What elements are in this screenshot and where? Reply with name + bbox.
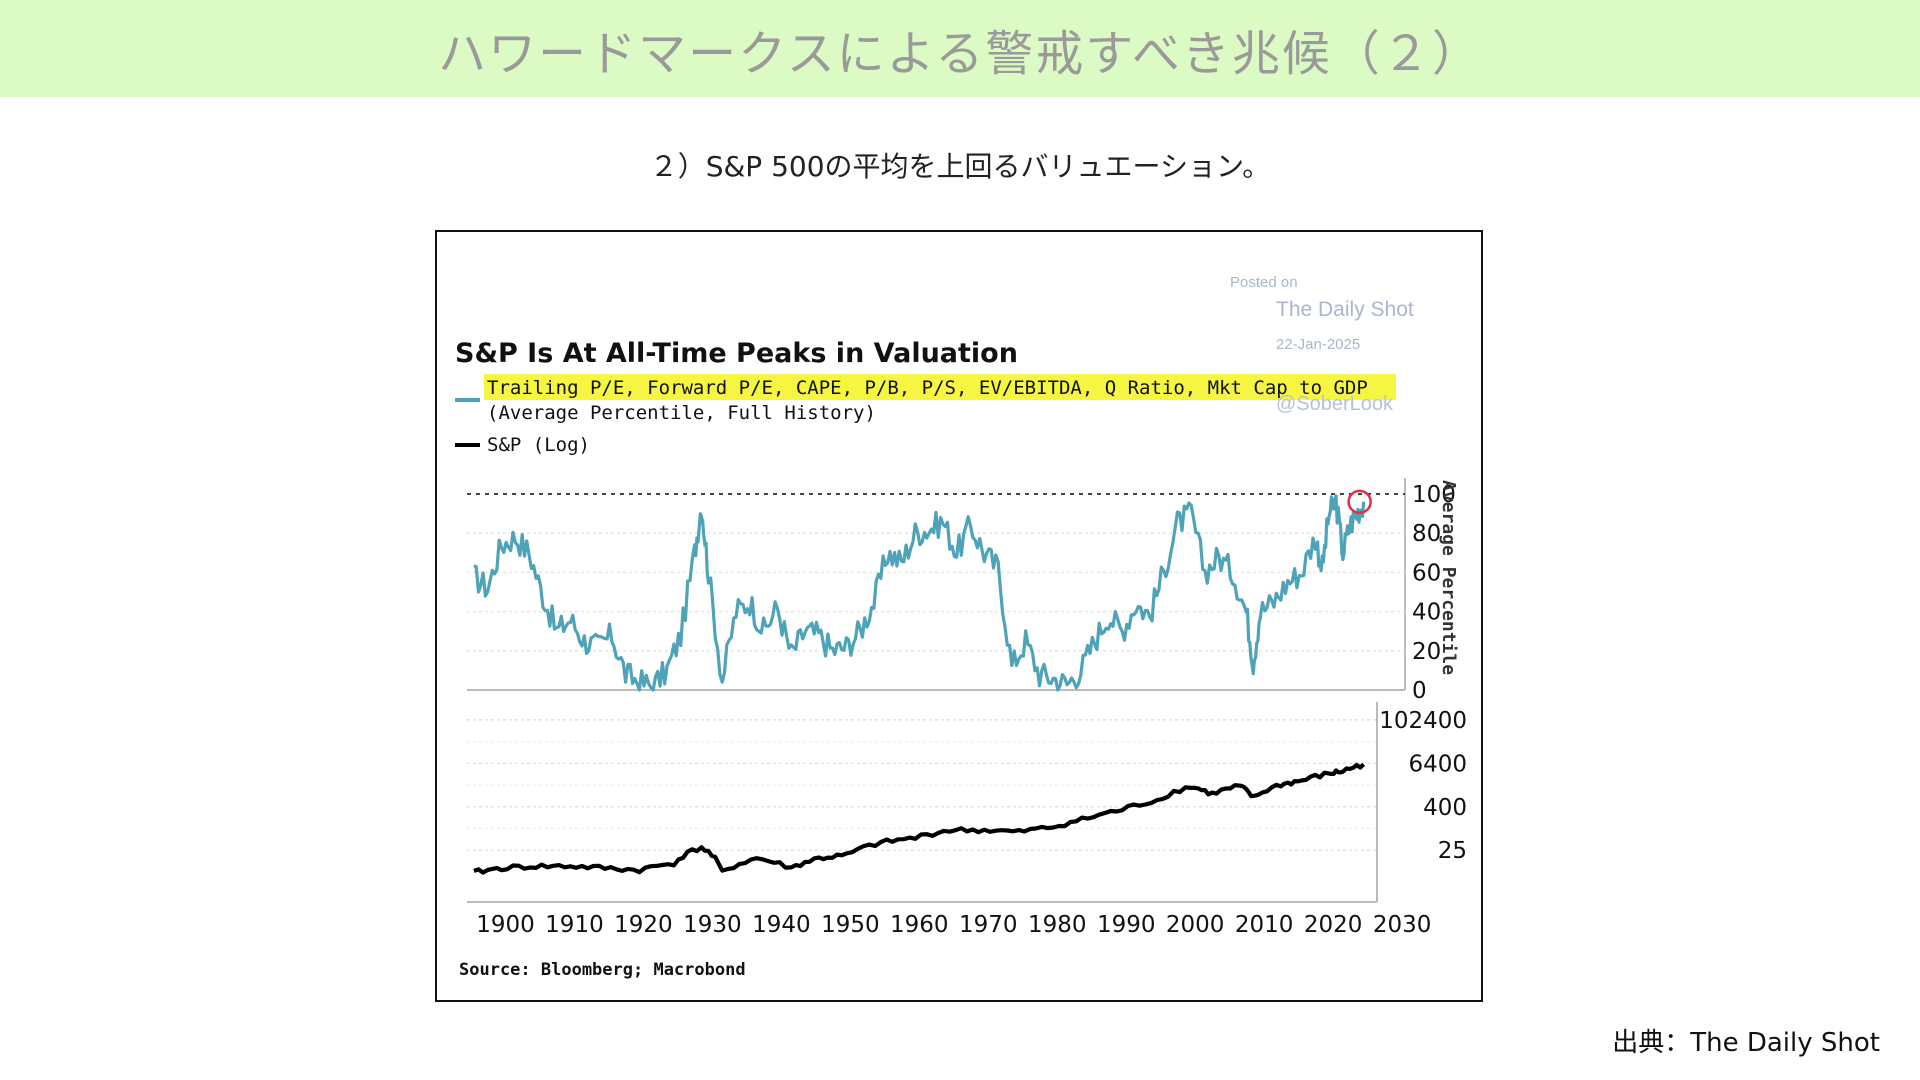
series-sp-log bbox=[473, 762, 1366, 875]
valuation-chart: Posted on The Daily Shot 22-Jan-2025 S&P… bbox=[455, 274, 1467, 980]
top-y-tick-label: 40 bbox=[1412, 600, 1441, 626]
title-band: ハワードマークスによる警戒すべき兆候（２） bbox=[0, 0, 1920, 97]
top-y-tick-label: 100 bbox=[1412, 482, 1456, 508]
x-tick-label: 1910 bbox=[545, 912, 604, 938]
x-tick-label: 1900 bbox=[476, 912, 535, 938]
x-tick-label: 2000 bbox=[1166, 912, 1225, 938]
bottom-y-tick-label: 102400 bbox=[1379, 708, 1467, 734]
bottom-y-tick-label: 6400 bbox=[1408, 751, 1467, 777]
series-valuation-percentile bbox=[473, 494, 1366, 692]
x-tick-label: 1970 bbox=[959, 912, 1018, 938]
x-tick-label: 2030 bbox=[1373, 912, 1432, 938]
top-y-tick-label: 80 bbox=[1412, 521, 1441, 547]
bottom-y-tick-label: 25 bbox=[1438, 838, 1467, 864]
chart-title: S&P Is At All-Time Peaks in Valuation bbox=[455, 338, 1018, 369]
latest-peak-circle bbox=[1347, 489, 1372, 515]
legend-sublabel-valuation: (Average Percentile, Full History) bbox=[487, 402, 876, 424]
legend-label-sp: S&P (Log) bbox=[487, 434, 590, 456]
page-subtitle: ２）S&P 500の平均を上回るバリュエーション。 bbox=[649, 150, 1271, 183]
watermark-date: 22-Jan-2025 bbox=[1276, 336, 1360, 353]
watermark-site: The Daily Shot bbox=[1276, 298, 1414, 321]
x-tick-label: 1940 bbox=[752, 912, 811, 938]
watermark-posted-on: Posted on bbox=[1230, 274, 1298, 291]
bottom-y-tick-label: 400 bbox=[1423, 795, 1467, 821]
x-tick-label: 1930 bbox=[683, 912, 742, 938]
watermark-handle: @SoberLook bbox=[1276, 393, 1394, 415]
top-y-tick-label: 0 bbox=[1412, 678, 1427, 704]
chart-frame: Posted on The Daily Shot 22-Jan-2025 S&P… bbox=[435, 230, 1483, 1002]
top-ylabel: Average Percentile bbox=[1438, 480, 1459, 675]
x-tick-label: 1960 bbox=[890, 912, 949, 938]
legend-label-valuation: Trailing P/E, Forward P/E, CAPE, P/B, P/… bbox=[487, 377, 1368, 399]
top-y-tick-label: 20 bbox=[1412, 639, 1441, 665]
x-tick-label: 2020 bbox=[1304, 912, 1363, 938]
x-tick-label: 2010 bbox=[1235, 912, 1294, 938]
x-tick-label: 1980 bbox=[1028, 912, 1087, 938]
x-tick-label: 1920 bbox=[614, 912, 673, 938]
chart-source: Source: Bloomberg; Macrobond bbox=[459, 960, 746, 980]
x-tick-label: 1950 bbox=[821, 912, 880, 938]
legend-highlight bbox=[484, 374, 1396, 400]
x-tick-label: 1990 bbox=[1097, 912, 1156, 938]
source-note: 出典：The Daily Shot bbox=[1612, 1028, 1880, 1058]
top-y-tick-label: 60 bbox=[1412, 560, 1441, 586]
page-title: ハワードマークスによる警戒すべき兆候（２） bbox=[438, 25, 1482, 82]
